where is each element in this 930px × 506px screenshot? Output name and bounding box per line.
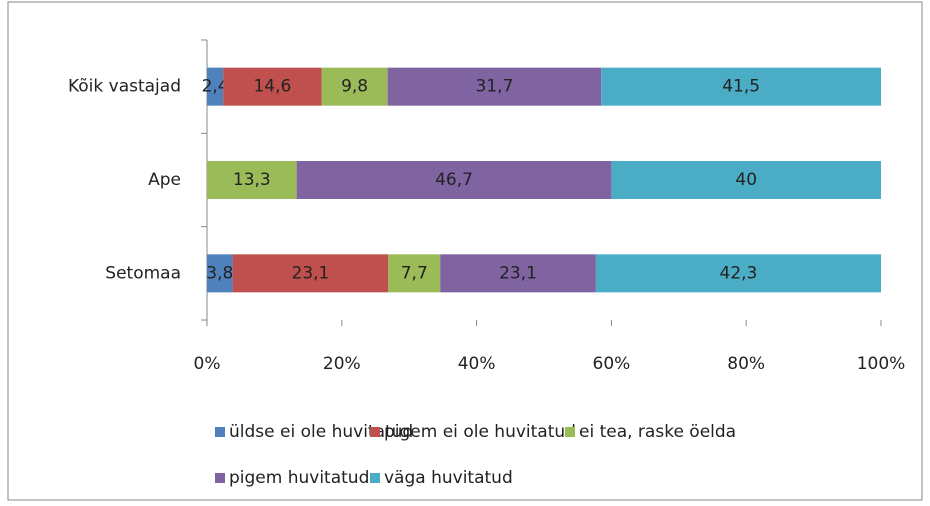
data-label: 41,5 bbox=[722, 77, 760, 97]
bar-segment bbox=[321, 67, 388, 106]
bar-segment bbox=[595, 254, 881, 293]
bar-segment bbox=[207, 254, 233, 293]
bar-segment bbox=[207, 67, 224, 106]
data-label: 46,7 bbox=[435, 170, 473, 190]
data-label: 31,7 bbox=[476, 77, 514, 97]
x-tick-label: 20% bbox=[323, 354, 361, 374]
bar-segment bbox=[601, 67, 881, 106]
x-tick-label: 0% bbox=[194, 354, 221, 374]
data-label: 2,4 bbox=[202, 77, 229, 97]
bar-segment bbox=[296, 161, 612, 199]
data-label: 7,7 bbox=[401, 263, 428, 283]
x-tick-label: 40% bbox=[458, 354, 496, 374]
y-tick-label: Ape bbox=[148, 170, 181, 190]
legend-swatch bbox=[370, 427, 380, 437]
legend-swatch bbox=[370, 473, 380, 483]
data-label: 14,6 bbox=[253, 77, 291, 97]
x-tick-label: 60% bbox=[593, 354, 631, 374]
bar-segment bbox=[387, 67, 602, 106]
bar-segment bbox=[388, 254, 441, 293]
legend-label: üldse ei ole huvitatud bbox=[229, 422, 413, 442]
x-tick-label: 100% bbox=[857, 354, 906, 374]
bar-segment bbox=[440, 254, 596, 293]
data-label: 42,3 bbox=[720, 263, 758, 283]
legend-label: väga huvitatud bbox=[384, 468, 513, 488]
legend-swatch bbox=[565, 427, 575, 437]
y-tick-label: Kõik vastajad bbox=[68, 77, 181, 97]
y-tick-label: Setomaa bbox=[105, 263, 181, 283]
legend-label: pigem ei ole huvitatud bbox=[384, 422, 576, 442]
legend-swatch bbox=[215, 427, 225, 437]
data-label: 13,3 bbox=[233, 170, 271, 190]
data-label: 23,1 bbox=[292, 263, 330, 283]
bar-segment bbox=[611, 161, 881, 199]
legend-label: pigem huvitatud bbox=[229, 468, 369, 488]
x-tick-label: 80% bbox=[727, 354, 765, 374]
bar-segment bbox=[207, 161, 297, 199]
data-label: 40 bbox=[735, 170, 757, 190]
data-label: 23,1 bbox=[499, 263, 537, 283]
legend-swatch bbox=[215, 473, 225, 483]
chart-border bbox=[7, 1, 923, 501]
data-label: 3,8 bbox=[206, 263, 233, 283]
bar-segment bbox=[223, 67, 322, 106]
bar-segment bbox=[232, 254, 389, 293]
legend-label: ei tea, raske öelda bbox=[579, 422, 736, 442]
data-label: 9,8 bbox=[341, 77, 368, 97]
